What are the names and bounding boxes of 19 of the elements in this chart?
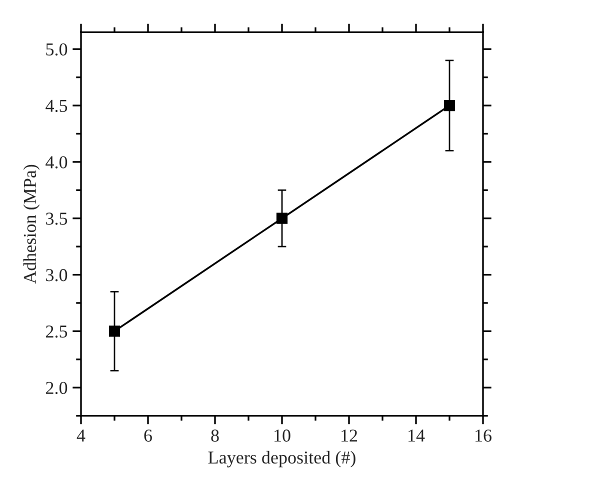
point (444, 100, 456, 112)
y-tick-label: 2.5 (46, 325, 68, 338)
x-tick-label: 12 (342, 430, 358, 442)
x-axis-title: Layers deposited (#) (208, 450, 356, 468)
x-tick-label: 4 (76, 430, 86, 442)
x-tick-label: 10 (274, 430, 290, 442)
y-tick-label: 4.0 (46, 156, 68, 168)
point (108, 326, 120, 337)
x-tick-label: 6 (144, 430, 152, 442)
y-axis-title: Adhesion (MPa) (23, 164, 40, 284)
x-tick-label: 8 (211, 430, 219, 442)
x-tick-label: 14 (408, 430, 425, 442)
x-tick-label: 16 (476, 430, 492, 442)
y-tick-label: 5.0 (46, 43, 68, 56)
y-tick-label: 4.5 (46, 100, 68, 112)
y-tick-label: 2.0 (46, 382, 68, 394)
y-tick-label: 3.0 (46, 269, 68, 282)
y-tick-label: 3.5 (46, 212, 68, 225)
point (276, 212, 288, 224)
